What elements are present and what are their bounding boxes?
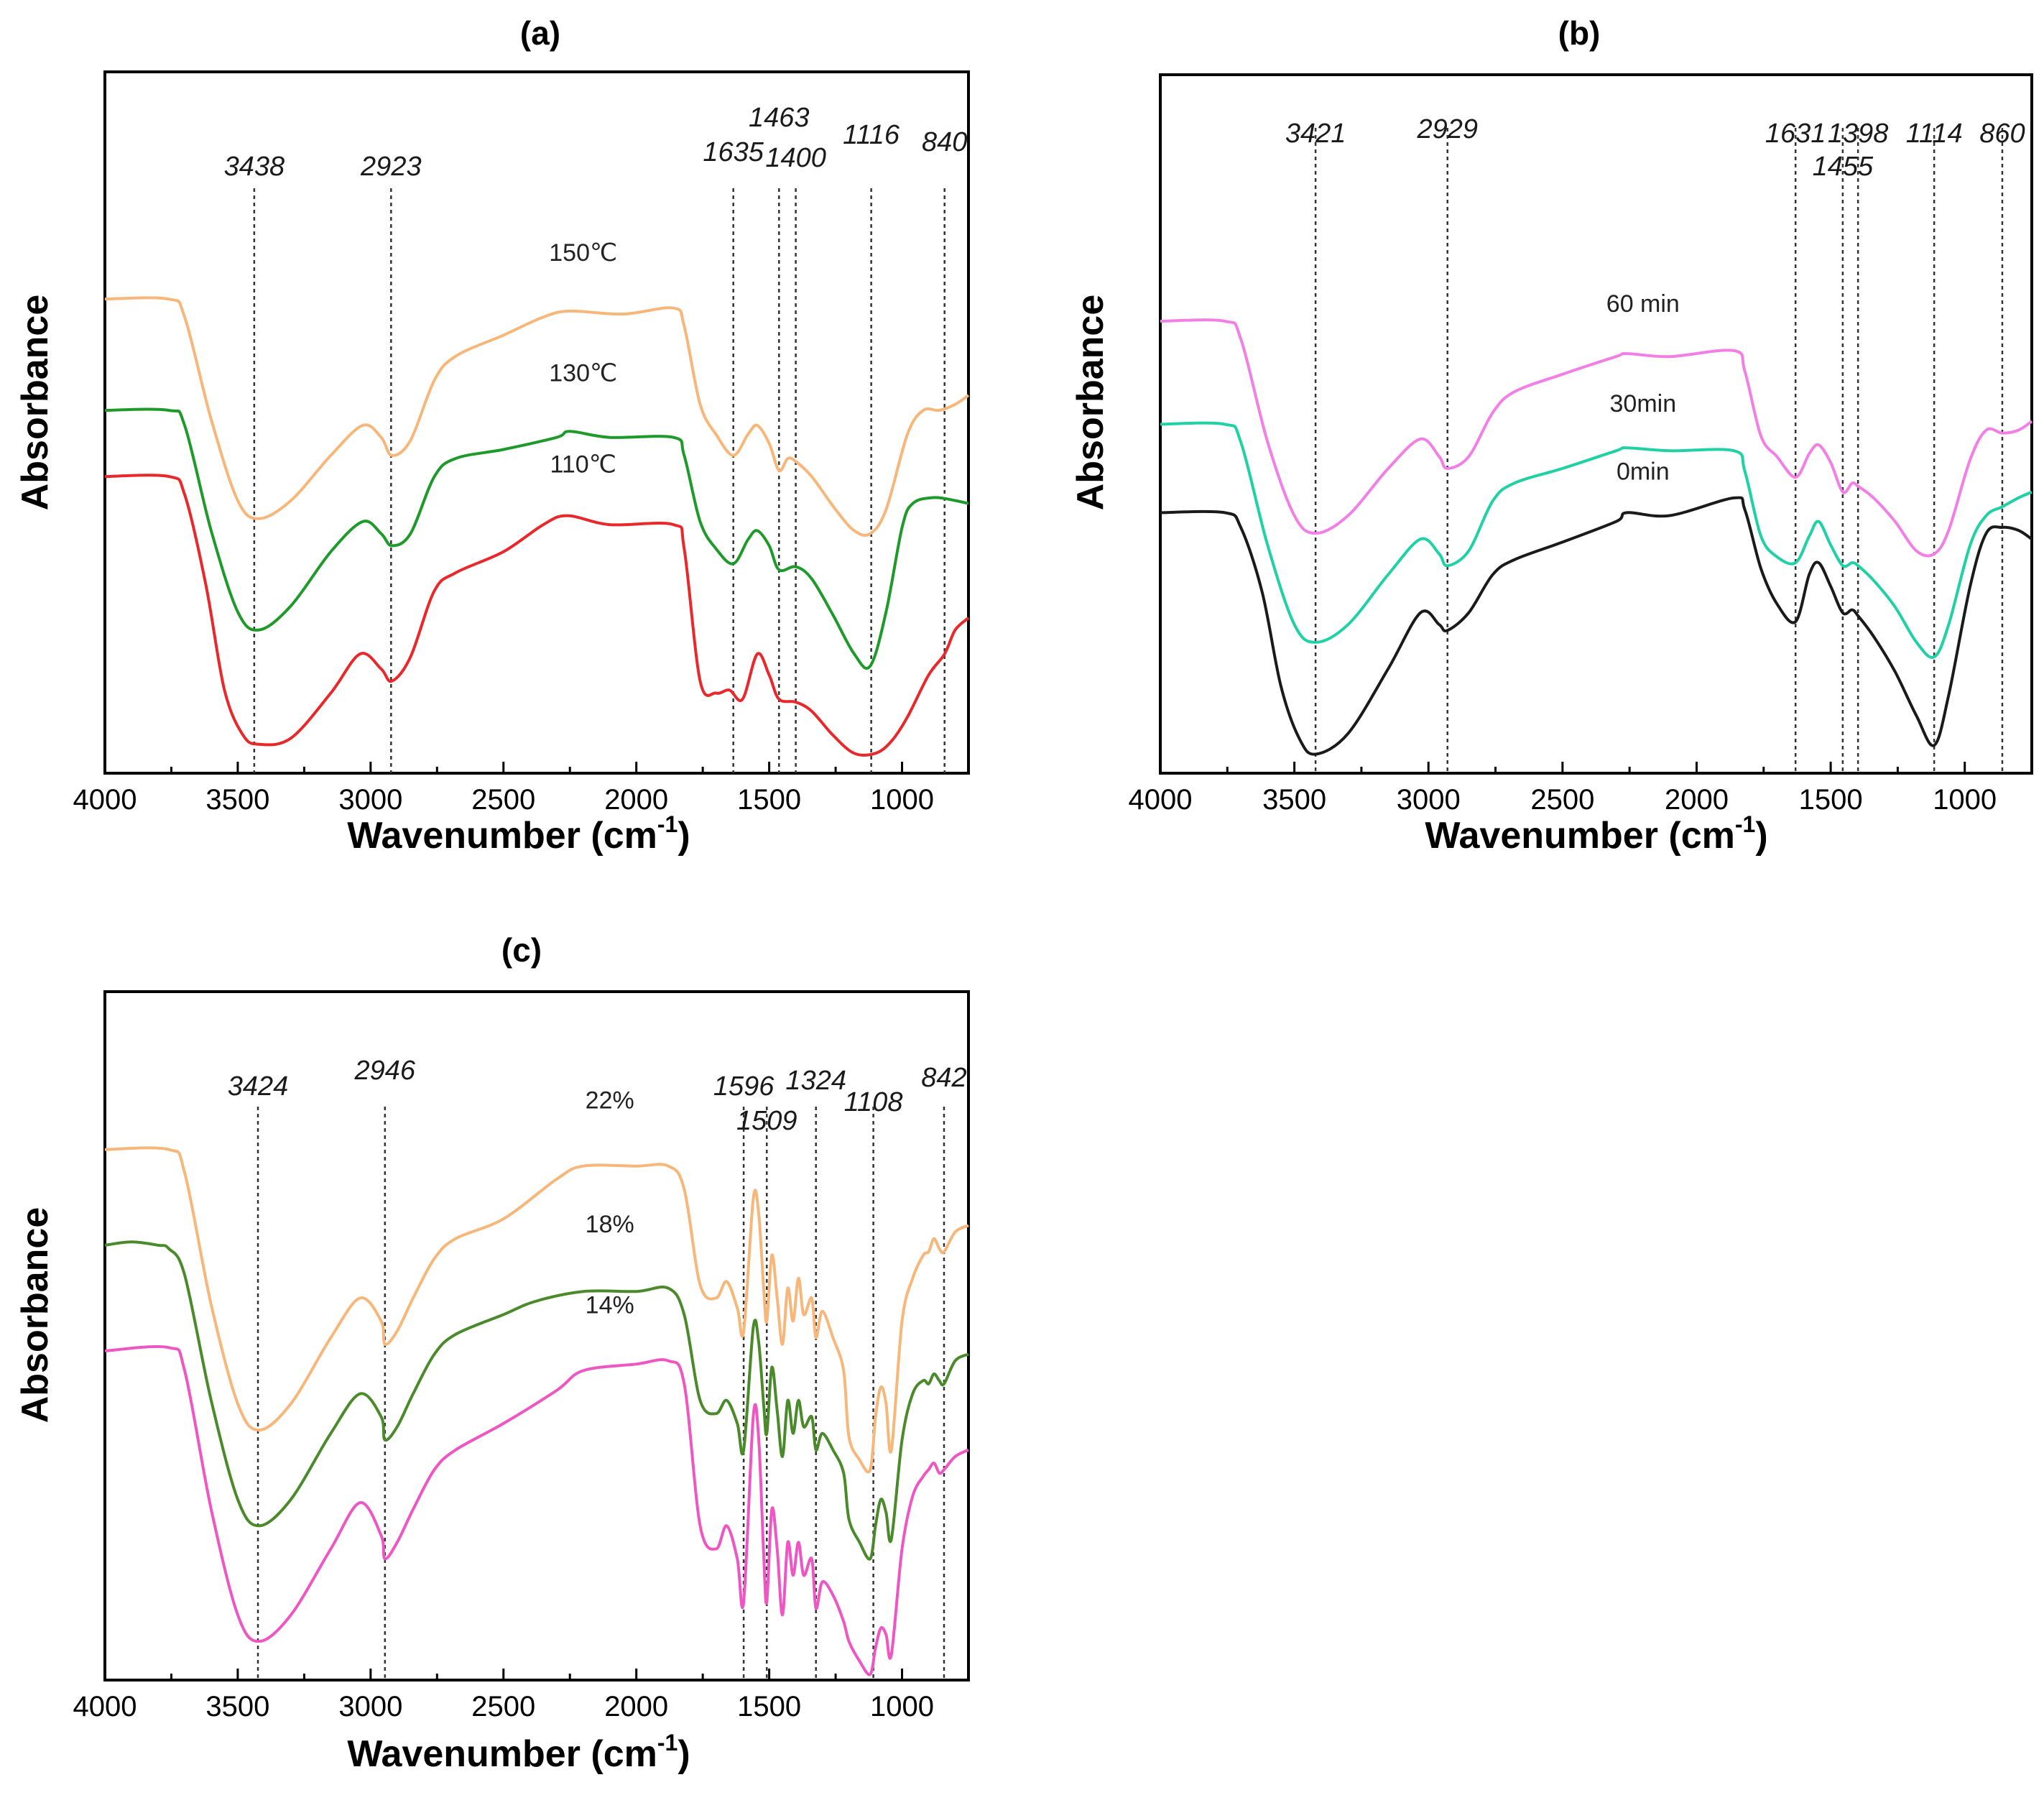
panel-c-peak-label-1596: 1596 — [713, 1071, 774, 1102]
panel-a-x-tick-label-1500: 1500 — [737, 784, 801, 816]
panel-b-x-tick-label-2000: 2000 — [1665, 784, 1729, 816]
panel-c-peak-label-1509: 1509 — [736, 1106, 797, 1136]
panel-a-series-label-0: 150℃ — [549, 239, 617, 267]
panel-c-peak-label-3424: 3424 — [228, 1071, 289, 1102]
panel-c-series-label-2: 14% — [586, 1291, 634, 1319]
panel-b-peak-label-1114: 1114 — [1906, 119, 1963, 149]
panel-c-peak-label-1324: 1324 — [785, 1066, 846, 1096]
panel-a-series-lines — [104, 296, 970, 757]
panel-b-peak-label-860: 860 — [1979, 119, 2025, 149]
panel-b-peak-label-1631: 1631 — [1765, 119, 1826, 149]
panel-c-x-tick-label-3500: 3500 — [205, 1691, 269, 1722]
panel-c-series-label-0: 22% — [586, 1087, 634, 1115]
panel-b-x-tick-label-1000: 1000 — [1933, 784, 1997, 816]
panel-b-x-tick-label-3500: 3500 — [1262, 784, 1326, 816]
panel-a-peak-markers: 3438 2923 1635 1463 1400 1116 840 — [224, 103, 967, 773]
panel-a-x-tick-label-4000: 4000 — [73, 784, 137, 816]
panel-b-peak-label-2929: 2929 — [1416, 114, 1478, 144]
panel-a-peak-label-1463: 1463 — [749, 103, 810, 133]
panel-c-x-tick-label-2500: 2500 — [471, 1691, 535, 1722]
panel-b-series-lines — [1160, 318, 2033, 756]
panel-a-plot-frame — [103, 70, 970, 775]
panel-a-peak-label-840: 840 — [922, 127, 967, 157]
panel-c-peak-label-2946: 2946 — [354, 1056, 416, 1086]
panel-c-peak-label-1108: 1108 — [844, 1087, 903, 1117]
panel-c-x-ticks: 4000 3500 3000 2500 2000 1500 1000 — [73, 1669, 934, 1722]
panel-b-series-line-1 — [1160, 421, 2033, 659]
panel-b-x-axis-title-end: ) — [1755, 815, 1767, 857]
panel-a-peak-label-3438: 3438 — [224, 152, 285, 182]
panel-a-x-ticks: 4000 3500 3000 2500 2000 1500 1000 — [73, 762, 934, 816]
panel-b-x-tick-label-3000: 3000 — [1397, 784, 1461, 816]
panel-b-x-tick-label-4000: 4000 — [1129, 784, 1193, 816]
panel-c-series-line-2 — [104, 1344, 969, 1676]
panel-b-series-labels: 60 min 30min 0min — [1606, 290, 1680, 485]
panel-c-plot-frame — [103, 990, 970, 1681]
panel-a-x-tick-label-2500: 2500 — [471, 784, 535, 816]
panel-a-series-line-1 — [104, 407, 969, 670]
panel-a-x-tick-label-1000: 1000 — [870, 784, 934, 816]
panel-c-x-axis-title: Wavenumber (cm-1) — [347, 1730, 690, 1775]
panel-b-peak-label-3421: 3421 — [1285, 119, 1346, 149]
panel-a-series-label-2: 110℃ — [550, 451, 616, 479]
panel-b-series-label-2: 0min — [1617, 458, 1670, 485]
panel-b-x-axis-title: Wavenumber (cm-1) — [1425, 811, 1767, 857]
panel-b-y-axis-title: Absorbance — [1070, 295, 1111, 511]
panel-a-peak-label-1116: 1116 — [843, 120, 900, 150]
panel-b-series-line-0 — [1160, 318, 2033, 558]
panel-b-series-label-0: 60 min — [1606, 290, 1680, 318]
panel-b-x-ticks: 4000 3500 3000 2500 2000 1500 1000 — [1129, 762, 1997, 816]
panel-c-x-tick-label-2000: 2000 — [604, 1691, 668, 1722]
panel-b-x-tick-label-1500: 1500 — [1799, 784, 1863, 816]
panel-c-series-line-1 — [104, 1240, 969, 1561]
panel-c-x-tick-label-1000: 1000 — [870, 1691, 934, 1722]
panel-c-series-lines — [104, 1146, 969, 1676]
panel-b-series-label-1: 30min — [1610, 390, 1677, 418]
panel-a-x-axis-title-end: ) — [678, 815, 690, 857]
panel-a-title: (a) — [520, 14, 560, 52]
panel-a-series-label-1: 130℃ — [549, 359, 617, 387]
panel-a-peak-label-1635: 1635 — [703, 137, 764, 167]
panel-b-plot-frame — [1159, 73, 2033, 775]
panel-b-title: (b) — [1558, 14, 1601, 52]
panel-b-x-tick-label-2500: 2500 — [1530, 784, 1594, 816]
panel-a-y-axis-title: Absorbance — [14, 295, 56, 511]
panel-b-x-axis-title-main: Wavenumber (cm — [1425, 815, 1735, 857]
panel-a-peak-label-2923: 2923 — [360, 152, 422, 182]
panel-c-y-axis-title: Absorbance — [14, 1207, 56, 1424]
panel-b-peak-label-1398: 1398 — [1828, 119, 1889, 149]
panel-c-series-label-1: 18% — [586, 1211, 634, 1238]
panel-c-peak-label-842: 842 — [921, 1063, 966, 1093]
panel-b-series-line-2 — [1160, 496, 2033, 756]
panel-b-peak-label-1455: 1455 — [1813, 152, 1874, 182]
panel-a-x-tick-label-3000: 3000 — [338, 784, 402, 816]
panel-a-x-tick-label-2000: 2000 — [604, 784, 668, 816]
panel-c-x-tick-label-3000: 3000 — [338, 1691, 402, 1722]
panel-a-series-line-0 — [104, 296, 970, 537]
panel-c-title: (c) — [501, 931, 542, 969]
panel-a-x-axis-title: Wavenumber (cm-1) — [347, 811, 690, 857]
panel-a-x-axis-title-sup: -1 — [657, 811, 678, 837]
panel-c-x-tick-label-1500: 1500 — [737, 1691, 801, 1722]
panel-c-x-axis-title-sup: -1 — [657, 1730, 678, 1756]
panel-a-x-tick-label-3500: 3500 — [205, 784, 269, 816]
panel-a-peak-label-1400: 1400 — [765, 143, 826, 173]
panel-a: (a) 3438 2923 1635 1463 1400 1116 840 4000 3500… — [14, 14, 970, 857]
panel-c-x-axis-title-end: ) — [678, 1733, 690, 1775]
panel-b-x-axis-title-sup: -1 — [1735, 811, 1755, 837]
panel-c-series-labels: 22% 18% 14% — [586, 1087, 634, 1319]
panel-a-x-axis-title-main: Wavenumber (cm — [347, 815, 657, 857]
panel-a-series-line-2 — [104, 474, 970, 757]
panel-a-series-labels: 150℃ 130℃ 110℃ — [549, 239, 617, 479]
panel-c-x-axis-title-main: Wavenumber (cm — [347, 1733, 657, 1775]
panel-c-x-tick-label-4000: 4000 — [73, 1691, 137, 1722]
panel-c-series-line-0 — [104, 1146, 969, 1474]
